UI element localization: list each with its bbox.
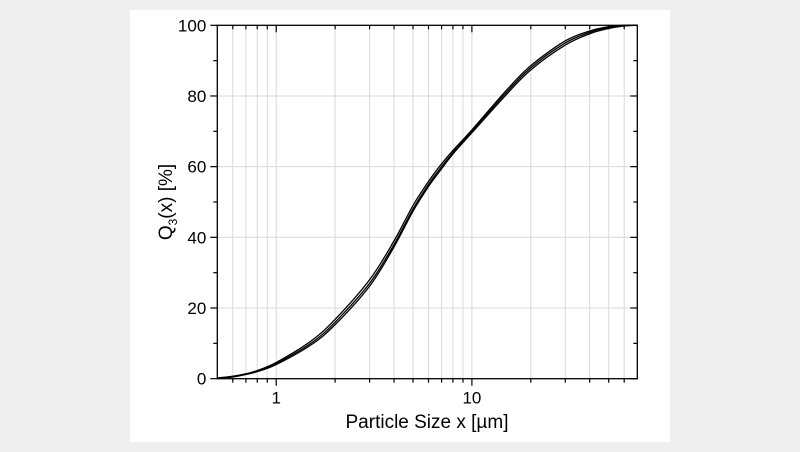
y-axis-label: Q3(x) [%] <box>156 164 180 240</box>
plot-frame <box>216 24 638 380</box>
chart-panel: 0 20 40 60 80 100 1 10 Particle Size x [µm] Q3(… <box>130 10 670 442</box>
series-line-3 <box>217 24 638 379</box>
series-lines <box>217 24 638 379</box>
series-line-2 <box>217 24 638 379</box>
y-tick-label: 80 <box>187 87 206 106</box>
y-tick-label: 40 <box>187 228 206 247</box>
y-tick-label: 20 <box>187 299 206 318</box>
ticks: 0 20 40 60 80 100 1 10 <box>178 16 638 408</box>
x-tick-label: 1 <box>271 389 280 408</box>
y-tick-label: 100 <box>178 16 206 35</box>
x-axis-label: Particle Size x [µm] <box>346 412 509 433</box>
y-tick-label: 0 <box>197 370 206 389</box>
cumulative-distribution-chart: 0 20 40 60 80 100 1 10 Particle Size x [µm] Q3(… <box>156 16 638 433</box>
y-tick-label: 60 <box>187 158 206 177</box>
grid <box>217 25 638 379</box>
series-line-1 <box>217 24 638 379</box>
x-tick-label: 10 <box>462 389 481 408</box>
